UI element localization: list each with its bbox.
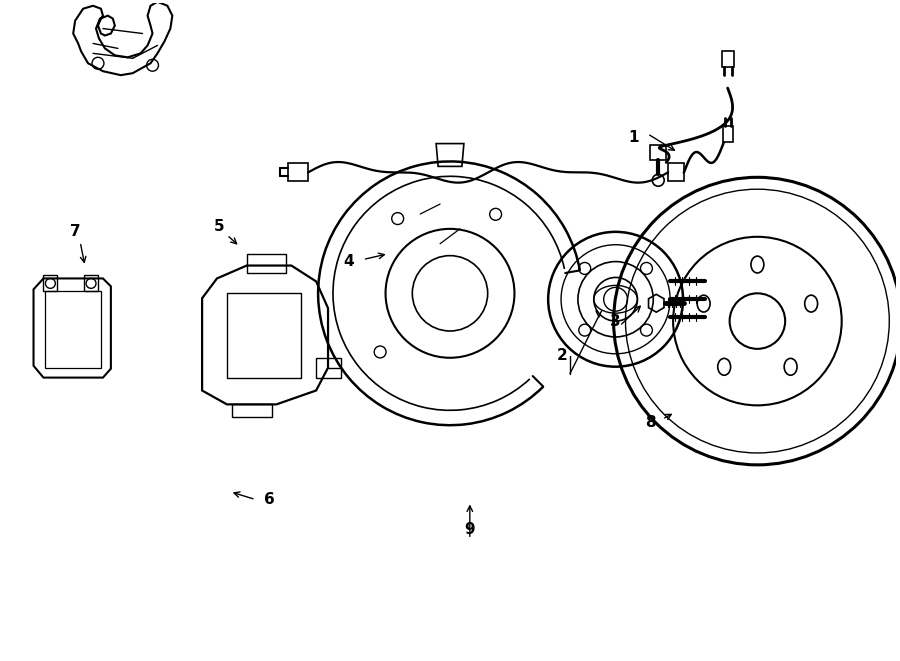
Text: 3: 3 bbox=[610, 313, 621, 329]
Text: 6: 6 bbox=[265, 492, 274, 507]
Text: 7: 7 bbox=[70, 224, 80, 239]
Text: 1: 1 bbox=[628, 130, 639, 145]
Text: 5: 5 bbox=[213, 219, 224, 235]
Text: 8: 8 bbox=[645, 414, 655, 430]
Text: 2: 2 bbox=[557, 348, 567, 364]
Text: 9: 9 bbox=[464, 522, 475, 537]
Text: 4: 4 bbox=[344, 254, 355, 269]
